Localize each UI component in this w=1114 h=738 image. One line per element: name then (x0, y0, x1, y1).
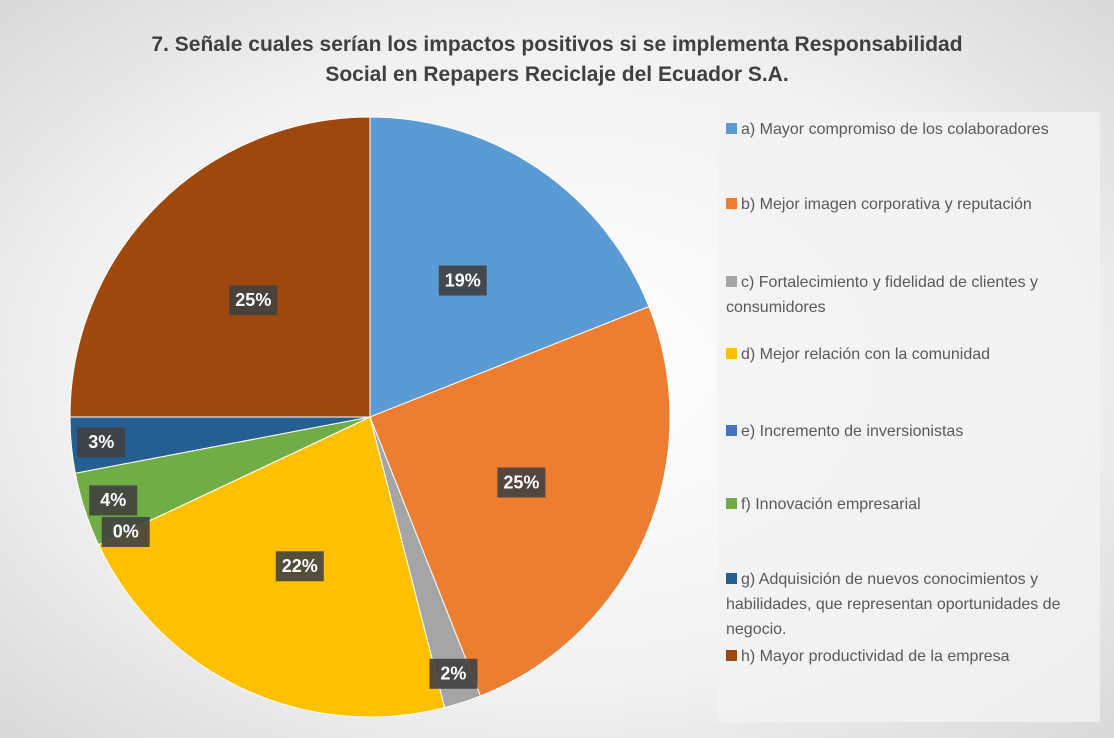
pie-slice (97, 416, 446, 718)
data-label-bg (101, 516, 150, 547)
legend-label: e) Incremento de inversionistas (741, 423, 964, 440)
data-label-bg (229, 285, 278, 316)
legend-swatch (726, 276, 737, 287)
legend-entry: g) Adquisición de nuevos conocimientos y… (726, 567, 1096, 642)
data-label: 0% (113, 522, 139, 542)
data-label-bg (77, 427, 126, 458)
legend-swatch (726, 498, 737, 509)
data-label: 3% (88, 432, 114, 452)
legend-label: b) Mejor imagen corporativa y reputación (741, 196, 1032, 213)
pie-slice (69, 116, 371, 418)
data-label: 25% (503, 472, 539, 492)
pie-slice (369, 305, 671, 697)
data-label: 22% (282, 556, 318, 576)
legend-entry: e) Incremento de inversionistas (726, 419, 1096, 444)
legend-entry: h) Mayor productividad de la empresa (726, 644, 1096, 669)
legend-entry: a) Mayor compromiso de los colaboradores (726, 117, 1096, 142)
data-label: 2% (440, 664, 466, 684)
legend-entry: b) Mejor imagen corporativa y reputación (726, 192, 1096, 217)
legend-label: a) Mayor compromiso de los colaboradores (741, 121, 1049, 138)
legend-label: h) Mayor productividad de la empresa (741, 648, 1010, 665)
chart-title: 7. Señale cuales serían los impactos pos… (151, 33, 963, 86)
legend: a) Mayor compromiso de los colaboradores… (718, 112, 1100, 722)
legend-label: f) Innovación empresarial (741, 496, 921, 513)
legend-swatch (726, 123, 737, 134)
data-label-bg (438, 265, 487, 296)
legend-label: c) Fortalecimiento y fidelidad de client… (726, 274, 1039, 316)
legend-swatch (726, 348, 737, 359)
data-label: 19% (445, 270, 481, 290)
legend-swatch (726, 425, 737, 436)
legend-swatch (726, 573, 737, 584)
data-label-bg (429, 658, 478, 689)
data-label: 4% (100, 490, 126, 510)
legend-entry: c) Fortalecimiento y fidelidad de client… (726, 270, 1096, 320)
legend-swatch (726, 198, 737, 209)
legend-entry: d) Mejor relación con la comunidad (726, 342, 1096, 367)
legend-entry: f) Innovación empresarial (726, 492, 1096, 517)
legend-label: d) Mejor relación con la comunidad (741, 346, 991, 363)
data-label-bg (275, 551, 324, 582)
legend-swatch (726, 650, 737, 661)
data-label: 25% (235, 290, 271, 310)
data-label-bg (497, 467, 546, 498)
data-label-bg (89, 485, 138, 516)
legend-label: g) Adquisición de nuevos conocimientos y… (726, 571, 1061, 638)
pie-slice (369, 116, 650, 418)
